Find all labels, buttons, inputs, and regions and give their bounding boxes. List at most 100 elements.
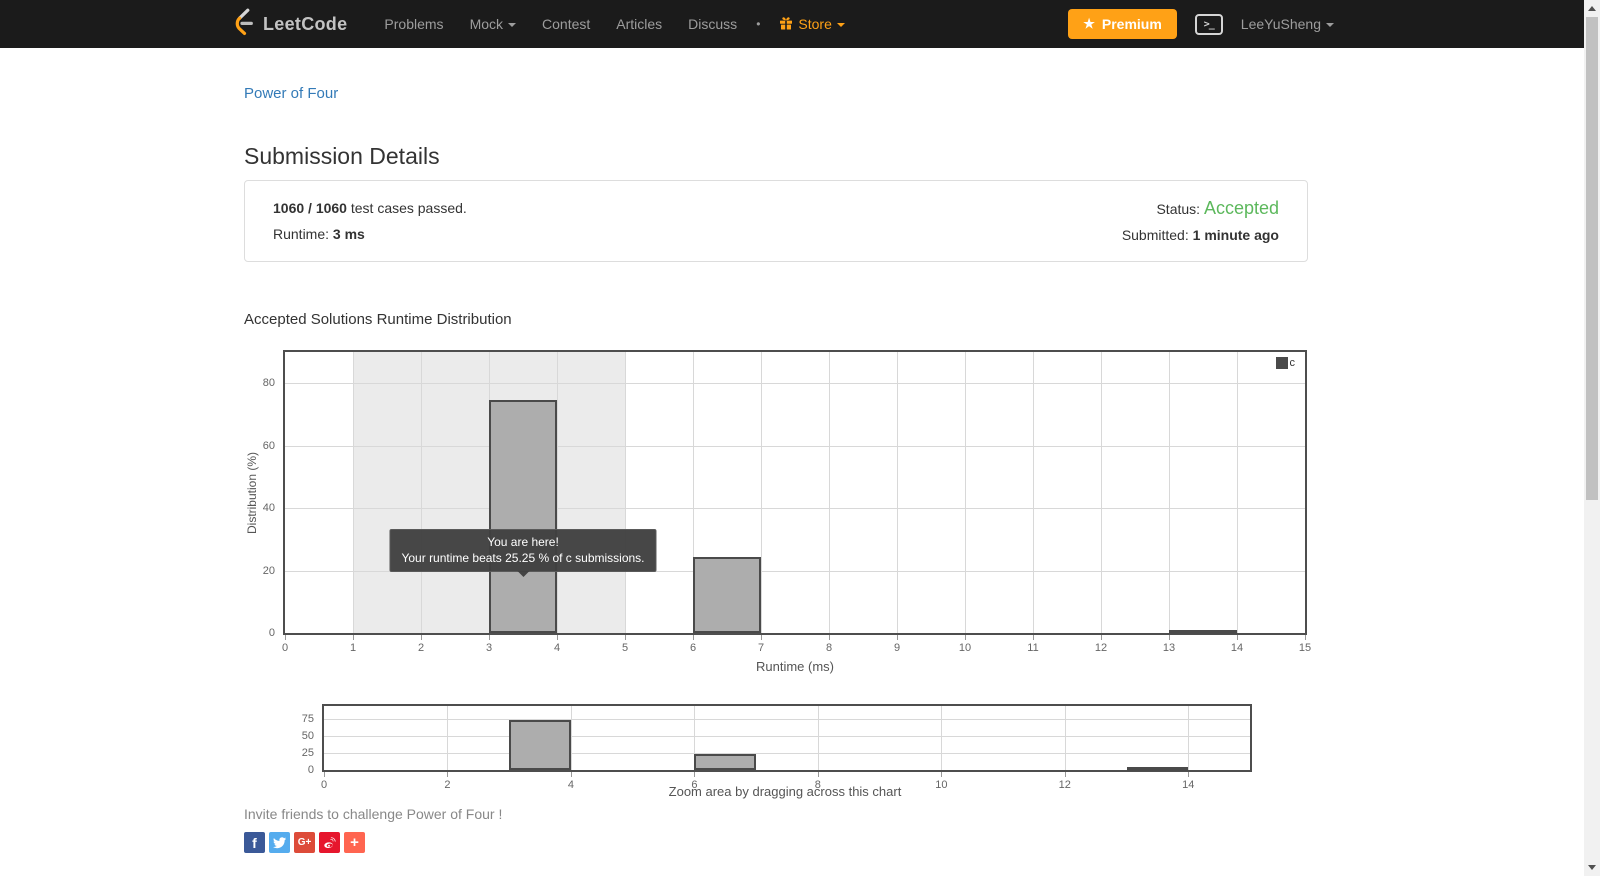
navigator-caption: Zoom area by dragging across this chart	[668, 784, 902, 799]
vertical-scrollbar[interactable]	[1584, 0, 1600, 876]
nav-item-articles[interactable]: Articles	[616, 16, 663, 32]
v-gridline	[965, 352, 966, 633]
runtime-value: 3 ms	[332, 226, 365, 242]
addthis-share-icon[interactable]: +	[344, 832, 365, 853]
x-tick-label: 14	[1182, 779, 1195, 791]
y-tick-label: 75	[301, 713, 314, 726]
page-title: Submission Details	[244, 143, 440, 169]
problem-title-link[interactable]: Power of Four	[244, 85, 339, 102]
submitted-value: 1 minute ago	[1192, 226, 1279, 243]
runtime-line: Runtime: 3 ms	[273, 226, 365, 242]
x-tick-mark	[557, 635, 558, 640]
v-gridline	[897, 352, 898, 633]
x-tick-label: 5	[621, 642, 629, 654]
x-tick-label: 12	[1094, 642, 1108, 654]
nav-item-problems[interactable]: Problems	[384, 16, 444, 32]
v-gridline	[353, 352, 354, 633]
x-tick-label: 7	[757, 642, 765, 654]
v-gridline	[447, 706, 449, 770]
v-gridline	[570, 706, 572, 770]
weibo-share-icon[interactable]	[319, 832, 340, 853]
y-tick-label: 60	[262, 439, 275, 452]
x-tick-mark	[1237, 635, 1238, 640]
x-tick-mark	[1188, 772, 1190, 777]
x-tick-label: 0	[320, 779, 328, 791]
v-gridline	[557, 352, 558, 633]
playground-terminal-icon[interactable]: >_	[1194, 13, 1223, 35]
chart-bar[interactable]	[694, 753, 757, 770]
runtime-distribution-chart[interactable]: You are here! Your runtime beats 25.25 %…	[245, 350, 1311, 674]
chart-bar[interactable]	[1169, 629, 1237, 634]
navbar-left: LeetCode Problems Mock Contest Articles …	[230, 0, 858, 48]
chart-section-title: Accepted Solutions Runtime Distribution	[244, 311, 512, 328]
x-tick-mark	[694, 772, 696, 777]
x-tick-mark	[285, 635, 286, 640]
nav-item-discuss[interactable]: Discuss	[688, 16, 738, 32]
nav-item-store[interactable]: Store	[766, 0, 857, 48]
y-tick-label: 80	[262, 377, 275, 390]
scrollbar-down-arrow-icon[interactable]	[1588, 865, 1596, 870]
v-gridline	[761, 352, 762, 633]
x-tick-label: 6	[689, 642, 697, 654]
submission-summary-panel: 1060 / 1060 test cases passed. Runtime: …	[244, 180, 1308, 262]
y-tick-label: 0	[307, 764, 314, 776]
x-tick-label: 8	[825, 642, 833, 654]
navbar-right: ★ Premium >_ LeeYuSheng	[1068, 9, 1334, 39]
x-tick-label: 3	[485, 642, 493, 654]
x-tick-label: 1	[349, 642, 357, 654]
x-tick-mark	[829, 635, 830, 640]
x-tick-label: 10	[935, 779, 948, 791]
scrollbar-thumb[interactable]	[1586, 17, 1598, 500]
leetcode-brand[interactable]: LeetCode	[230, 7, 347, 41]
navigator-chart[interactable]: 0 2 4 6 8 10 12 14 0 25 50 75	[302, 704, 1252, 791]
chart-bar[interactable]	[693, 557, 761, 633]
x-tick-label: 14	[1230, 642, 1244, 654]
test-cases-line: 1060 / 1060 test cases passed.	[273, 200, 467, 216]
h-gridline	[324, 719, 1250, 721]
legend-label: c	[1289, 357, 1296, 369]
x-tick-mark	[1169, 635, 1170, 640]
twitter-share-icon[interactable]	[269, 832, 290, 853]
h-gridline	[285, 508, 1305, 510]
legend-swatch-icon	[1275, 357, 1288, 369]
summary-left: 1060 / 1060 test cases passed. Runtime: …	[273, 195, 467, 247]
y-tick-label: 25	[301, 747, 314, 760]
x-tick-mark	[761, 635, 762, 640]
chevron-down-icon	[836, 23, 845, 27]
x-tick-mark	[1033, 635, 1034, 640]
nav-item-contest[interactable]: Contest	[542, 16, 591, 32]
x-tick-mark	[625, 635, 626, 640]
v-gridline	[693, 352, 694, 633]
v-gridline	[1064, 706, 1066, 770]
v-gridline	[1101, 352, 1102, 633]
chart-bar[interactable]	[1126, 767, 1189, 771]
v-gridline	[1169, 352, 1170, 633]
facebook-share-icon[interactable]: f	[244, 832, 265, 853]
x-tick-mark	[447, 772, 449, 777]
v-gridline	[817, 706, 819, 770]
user-menu[interactable]: LeeYuSheng	[1241, 16, 1334, 32]
googleplus-share-icon[interactable]: G+	[294, 832, 315, 853]
x-tick-label: 4	[567, 779, 574, 791]
y-tick-label: 20	[262, 564, 275, 577]
v-gridline	[694, 706, 696, 770]
share-buttons-row: f G+ +	[244, 832, 365, 853]
submitted-line: Submitted: 1 minute ago	[1121, 226, 1279, 243]
x-tick-label: 6	[691, 779, 698, 791]
x-tick-label: 4	[553, 642, 561, 654]
chevron-down-icon	[1326, 23, 1334, 27]
nav-item-mock[interactable]: Mock	[457, 0, 529, 48]
premium-button[interactable]: ★ Premium	[1068, 9, 1177, 39]
h-gridline	[324, 753, 1250, 755]
leetcode-logo-icon	[230, 7, 255, 41]
v-gridline	[1237, 352, 1238, 633]
chart-bar[interactable]	[489, 399, 557, 633]
chart-bar[interactable]	[509, 719, 571, 770]
gift-icon	[779, 16, 793, 33]
scrollbar-up-arrow-icon[interactable]	[1588, 6, 1596, 11]
tooltip-line2: Your runtime beats 25.25 % of c submissi…	[401, 551, 645, 566]
x-tick-label: 2	[417, 642, 425, 654]
status-line: Status: Accepted	[1156, 197, 1279, 218]
chart-legend[interactable]: c	[1275, 357, 1296, 369]
v-gridline	[1033, 352, 1034, 633]
